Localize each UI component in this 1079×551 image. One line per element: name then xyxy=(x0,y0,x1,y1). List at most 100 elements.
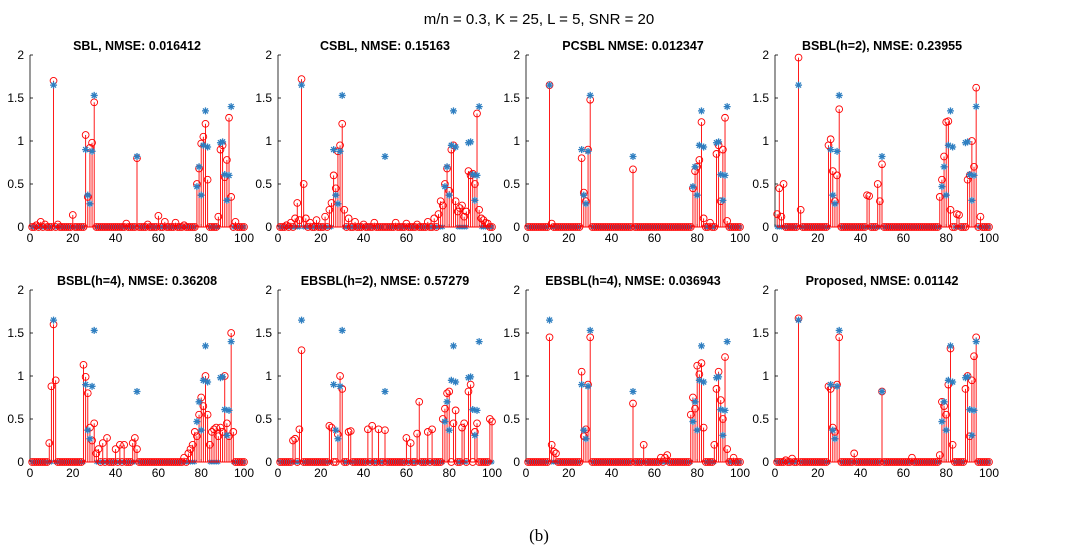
y-tick-label: 1.5 xyxy=(503,91,520,105)
y-tick-label: 1.5 xyxy=(503,326,520,340)
true-point xyxy=(441,418,449,426)
estimate-point xyxy=(695,156,704,164)
true-point xyxy=(835,326,843,334)
subplot-title: EBSBL(h=4), NMSE: 0.036943 xyxy=(545,274,720,288)
estimate-point xyxy=(120,440,129,449)
x-tick-label: 60 xyxy=(648,231,662,245)
true-point xyxy=(82,146,90,154)
true-point xyxy=(381,387,389,395)
estimate-point xyxy=(794,53,803,62)
estimate-point xyxy=(462,207,471,216)
true-point xyxy=(464,374,472,382)
true-point xyxy=(546,81,554,89)
x-tick-label: 60 xyxy=(152,231,166,245)
true-point xyxy=(586,91,594,99)
y-tick-label: 0.5 xyxy=(255,177,272,191)
true-point xyxy=(715,373,723,381)
true-point xyxy=(697,107,705,115)
x-tick-label: 40 xyxy=(605,466,619,480)
estimate-point xyxy=(835,105,844,114)
true-point xyxy=(966,171,974,179)
x-tick-label: 100 xyxy=(234,231,254,245)
x-tick-label: 60 xyxy=(648,466,662,480)
y-tick-label: 1 xyxy=(265,369,272,383)
estimate-point xyxy=(716,396,725,404)
estimate-series xyxy=(28,320,248,466)
x-tick-label: 100 xyxy=(234,466,254,480)
true-point xyxy=(221,171,229,179)
true-point xyxy=(829,191,837,199)
estimate-point xyxy=(291,434,299,443)
true-point xyxy=(90,326,98,334)
true-point xyxy=(946,342,954,350)
true-point xyxy=(717,406,725,414)
estimate-point xyxy=(208,428,216,436)
y-tick-label: 0.5 xyxy=(752,177,769,191)
true-point xyxy=(441,183,449,191)
true-point xyxy=(447,376,455,384)
y-tick-label: 2 xyxy=(762,283,769,297)
estimate-point xyxy=(629,165,637,174)
estimate-point xyxy=(286,218,295,227)
true-point xyxy=(227,338,235,346)
estimate-point xyxy=(225,113,233,122)
estimate-point xyxy=(773,210,781,218)
x-tick-label: 100 xyxy=(730,466,750,480)
true-point xyxy=(961,139,969,147)
estimate-point xyxy=(878,160,886,169)
estimate-point xyxy=(325,205,334,214)
true-point xyxy=(795,316,803,324)
true-point xyxy=(944,376,952,384)
estimate-point xyxy=(47,382,56,391)
true-point xyxy=(334,435,342,443)
estimate-point xyxy=(370,218,379,227)
true-point xyxy=(972,103,980,111)
estimate-point xyxy=(458,201,466,210)
true-point xyxy=(475,103,483,111)
x-tick-label: 0 xyxy=(27,466,34,480)
x-tick-label: 40 xyxy=(605,231,619,245)
estimate-point xyxy=(223,156,231,164)
true-point xyxy=(942,191,950,199)
estimate-point xyxy=(935,193,944,201)
true-series xyxy=(546,316,731,443)
true-point xyxy=(221,406,229,414)
true-point xyxy=(833,382,841,390)
true-point xyxy=(336,147,344,155)
estimate-point xyxy=(131,434,139,442)
estimate-point xyxy=(45,439,54,447)
true-point xyxy=(193,183,201,191)
estimate-point xyxy=(434,210,443,218)
estimate-point xyxy=(143,220,152,229)
estimate-point xyxy=(970,352,978,361)
true-point xyxy=(968,431,976,439)
true-point xyxy=(469,171,477,179)
estimate-point xyxy=(203,410,212,419)
true-point xyxy=(949,378,957,386)
x-tick-label: 20 xyxy=(314,231,328,245)
y-tick-label: 0 xyxy=(513,220,520,234)
true-point xyxy=(464,139,472,147)
true-point xyxy=(961,374,969,382)
true-point xyxy=(831,200,839,208)
x-tick-label: 0 xyxy=(275,231,282,245)
true-point xyxy=(938,418,946,426)
estimate-point xyxy=(850,449,859,458)
true-point xyxy=(689,183,697,191)
estimate-point xyxy=(908,453,916,462)
estimate-point xyxy=(301,214,310,223)
estimate-point xyxy=(293,199,302,207)
estimate-point xyxy=(486,415,494,423)
estimate-point xyxy=(214,432,223,441)
true-point xyxy=(449,107,457,115)
true-point xyxy=(582,435,590,443)
estimate-point xyxy=(946,205,955,214)
y-tick-label: 1.5 xyxy=(752,91,769,105)
y-tick-label: 0 xyxy=(265,220,272,234)
subplot-title: EBSBL(h=2), NMSE: 0.57279 xyxy=(301,274,470,288)
y-tick-label: 1.5 xyxy=(7,326,24,340)
